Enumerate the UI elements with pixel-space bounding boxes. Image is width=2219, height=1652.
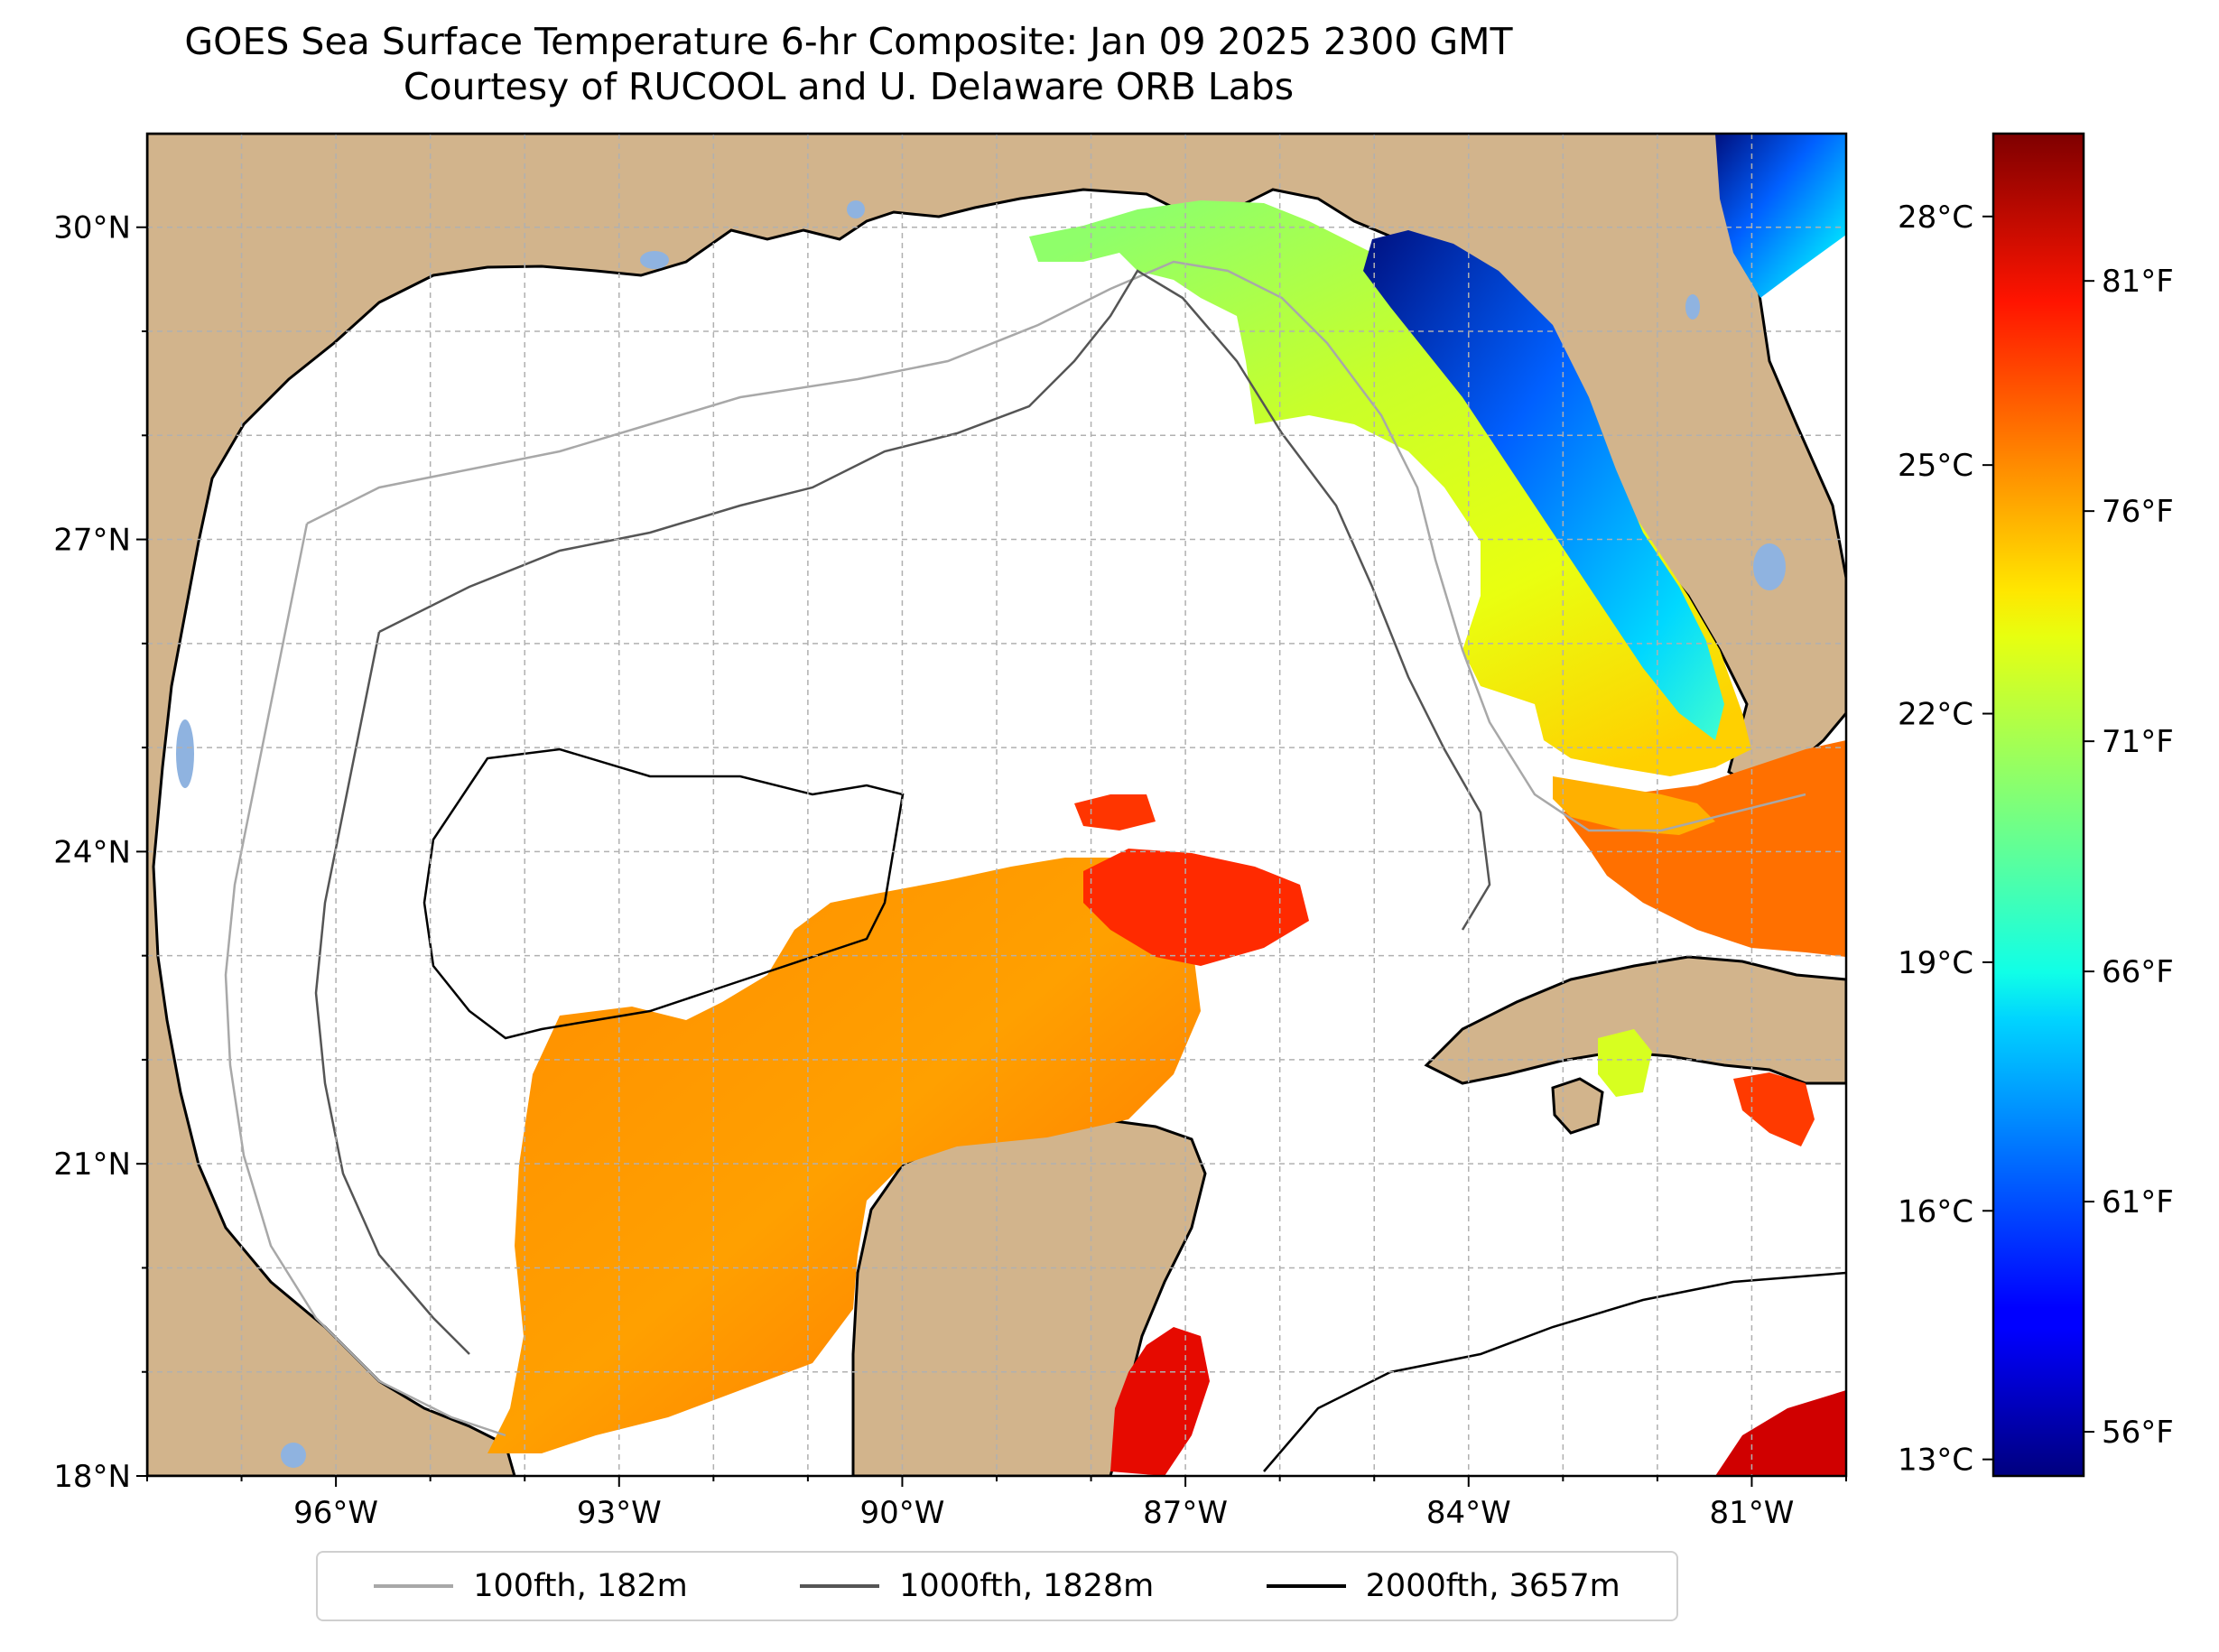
legend-label-1000fth: 1000fth, 1828m — [899, 1568, 1155, 1604]
lat-tick-label: 30°N — [53, 210, 131, 246]
chart-title-line2: Courtesy of RUCOOL and U. Delaware ORB L… — [403, 65, 1295, 108]
sst-cold-coastal — [1363, 230, 1724, 740]
legend-item-100fth: 100fth, 182m — [374, 1568, 688, 1604]
bathymetry-contours — [224, 260, 1846, 1472]
contour-100fth-west — [224, 523, 506, 1437]
sst-florida-shelf — [1029, 200, 1751, 776]
contour-2000fth — [422, 747, 905, 1040]
legend-item-2000fth: 2000fth, 3657m — [1266, 1568, 1620, 1604]
celsius-tick-label: 28°C — [1898, 200, 1973, 236]
celsius-tick-label: 16°C — [1898, 1193, 1973, 1230]
legend-line-2000fth — [1266, 1584, 1346, 1588]
contour-100fth — [306, 260, 1806, 832]
lon-tick-label: 96°W — [293, 1495, 378, 1531]
lat-tick-label: 21°N — [53, 1146, 131, 1183]
bathymetry-legend: 100fth, 182m 1000fth, 1828m 2000fth, 365… — [316, 1551, 1678, 1621]
legend-item-1000fth: 1000fth, 1828m — [800, 1568, 1154, 1604]
colorbar-fahrenheit-axis: 81°F 76°F 71°F 66°F 61°F 56°F — [2084, 264, 2174, 1451]
lon-tick-label: 93°W — [577, 1495, 662, 1531]
lat-tick-label: 27°N — [53, 523, 131, 559]
legend-line-1000fth — [800, 1584, 880, 1588]
lat-lon-grid — [147, 134, 1846, 1476]
sst-orange-keys — [1553, 776, 1715, 835]
legend-line-100fth — [374, 1584, 454, 1588]
fahrenheit-tick-label: 61°F — [2102, 1184, 2174, 1220]
sst-yellow-cuba — [1598, 1029, 1652, 1097]
colorbar — [1992, 132, 2085, 1478]
contour-1000fth-west — [314, 631, 470, 1355]
celsius-tick-label: 13°C — [1898, 1443, 1973, 1479]
celsius-tick-label: 22°C — [1898, 697, 1973, 733]
fahrenheit-tick-label: 81°F — [2102, 264, 2174, 300]
latitude-axis: 30°N 27°N 24°N 21°N 18°N — [53, 210, 147, 1495]
sst-gulf-orange-region — [487, 858, 1201, 1453]
contour-2000fth-caribbean — [1263, 1271, 1846, 1472]
lakes — [176, 200, 1786, 1468]
celsius-tick-label: 19°C — [1898, 945, 1973, 981]
contour-1000fth — [378, 269, 1491, 931]
fahrenheit-tick-label: 56°F — [2102, 1415, 2174, 1451]
longitude-axis: 96°W 93°W 90°W 87°W 84°W 81°W — [146, 1476, 1847, 1531]
fahrenheit-tick-label: 71°F — [2102, 724, 2174, 760]
colorbar-celsius-axis: 28°C 25°C 22°C 19°C 16°C 13°C — [1898, 200, 1993, 1479]
lon-tick-label: 81°W — [1709, 1495, 1794, 1531]
sst-red-patch-north — [1074, 794, 1156, 831]
legend-label-2000fth: 2000fth, 3657m — [1365, 1568, 1620, 1604]
sst-red-patch-central — [1083, 849, 1309, 966]
celsius-tick-label: 25°C — [1898, 448, 1973, 484]
lon-tick-label: 84°W — [1426, 1495, 1511, 1531]
lat-tick-label: 18°N — [53, 1459, 131, 1495]
legend-label-100fth: 100fth, 182m — [473, 1568, 688, 1604]
lon-tick-label: 87°W — [1143, 1495, 1228, 1531]
fahrenheit-tick-label: 76°F — [2102, 494, 2174, 530]
sst-red-cuba-south — [1733, 1072, 1815, 1146]
land-isle-of-youth — [1551, 1077, 1604, 1135]
fahrenheit-tick-label: 66°F — [2102, 954, 2174, 990]
chart-title-line1: GOES Sea Surface Temperature 6-hr Compos… — [184, 20, 1513, 63]
sst-darkred-se — [1715, 1390, 1846, 1476]
lon-tick-label: 90°W — [859, 1495, 944, 1531]
lat-tick-label: 24°N — [53, 834, 131, 870]
land-cuba — [1424, 955, 1846, 1085]
sst-cold-atlantic — [1715, 134, 1846, 298]
